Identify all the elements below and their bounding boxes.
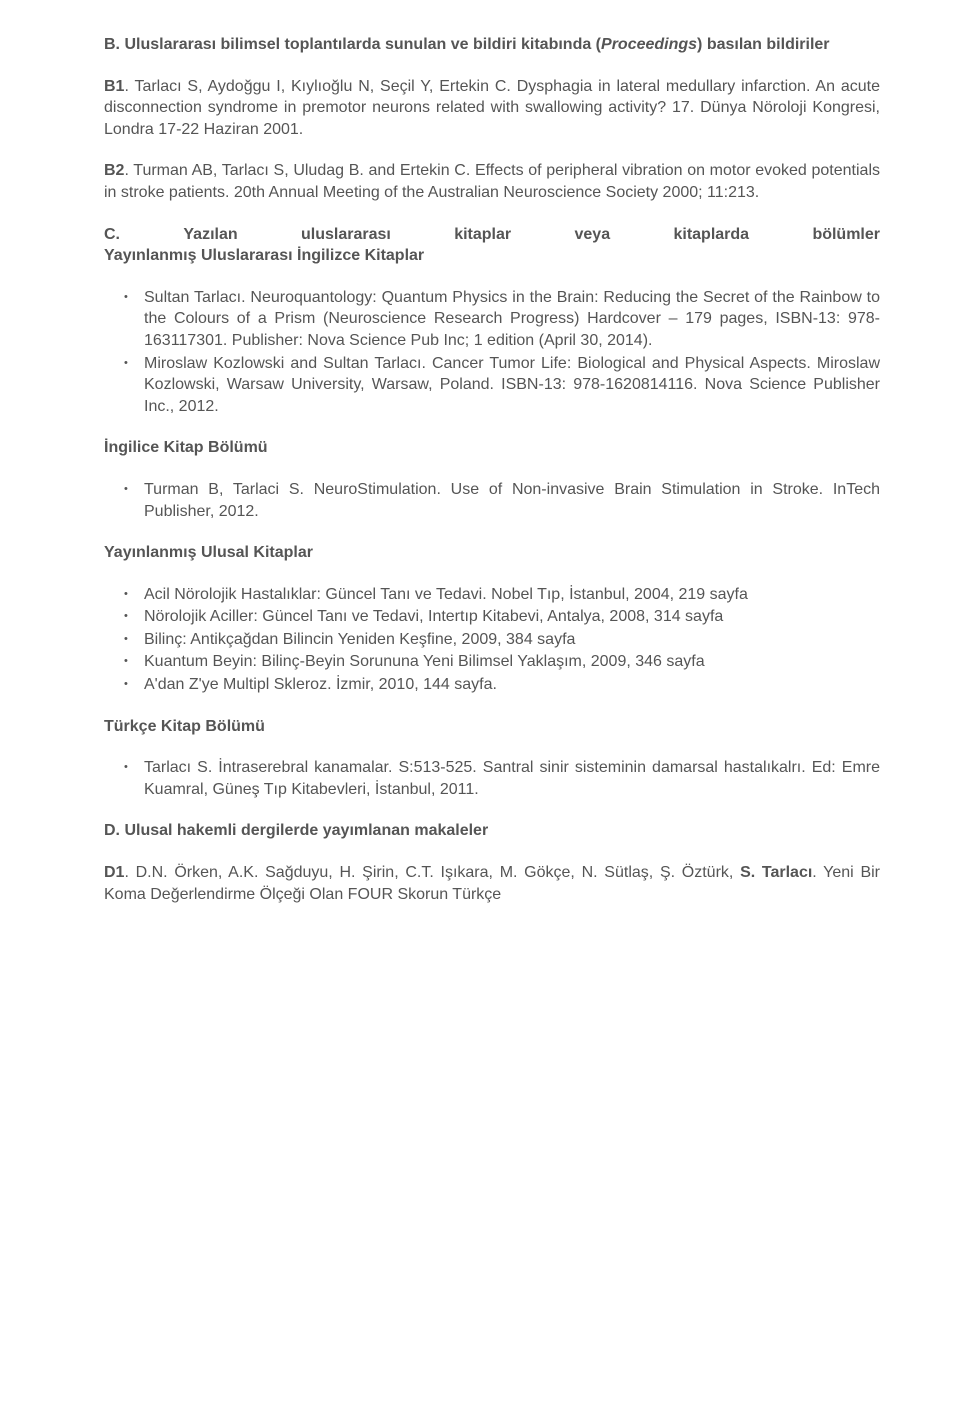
section-c-subhead: Yayınlanmış Uluslararası İngilizce Kitap… <box>104 245 880 267</box>
section-b-title-italic: Proceedings <box>601 36 697 53</box>
list-item: Bilinç: Antikçağdan Bilincin Yeniden Keş… <box>144 629 880 651</box>
section-d-heading: D. Ulusal hakemli dergilerde yayımlanan … <box>104 820 880 842</box>
section-c-word: kitaplarda <box>673 224 749 246</box>
national-books-list: Acil Nörolojik Hastalıklar: Güncel Tanı … <box>104 584 880 696</box>
list-item: Sultan Tarlacı. Neuroquantology: Quantum… <box>144 287 880 352</box>
section-c-word: Yazılan <box>183 224 237 246</box>
entry-d1-bold: S. Tarlacı <box>740 864 812 881</box>
entry-b1: B1. Tarlacı S, Aydoğgu I, Kıylıoğlu N, S… <box>104 76 880 141</box>
list-item: Kuantum Beyin: Bilinç-Beyin Sorununa Yen… <box>144 651 880 673</box>
turkish-chapter-heading: Türkçe Kitap Bölümü <box>104 716 880 738</box>
section-c-word: kitaplar <box>454 224 511 246</box>
national-books-heading: Yayınlanmış Ulusal Kitaplar <box>104 542 880 564</box>
list-item: A'dan Z'ye Multipl Skleroz. İzmir, 2010,… <box>144 674 880 696</box>
section-b-title-prefix: B. Uluslararası bilimsel toplantılarda s… <box>104 36 601 53</box>
entry-b2-label: B2 <box>104 162 124 179</box>
list-item: Turman B, Tarlaci S. NeuroStimulation. U… <box>144 479 880 522</box>
section-c-word: C. <box>104 224 120 246</box>
list-item: Miroslaw Kozlowski and Sultan Tarlacı. C… <box>144 353 880 418</box>
section-b-title-suffix: ) basılan bildiriler <box>697 36 829 53</box>
entry-d1-mid: . D.N. Örken, A.K. Sağduyu, H. Şirin, C.… <box>124 864 740 881</box>
section-c-word: veya <box>575 224 611 246</box>
entry-b2: B2. Turman AB, Tarlacı S, Uludag B. and … <box>104 160 880 203</box>
list-item: Tarlacı S. İntraserebral kanamalar. S:51… <box>144 757 880 800</box>
entry-d1: D1. D.N. Örken, A.K. Sağduyu, H. Şirin, … <box>104 862 880 905</box>
section-b-heading: B. Uluslararası bilimsel toplantılarda s… <box>104 34 880 56</box>
section-c-list: Sultan Tarlacı. Neuroquantology: Quantum… <box>104 287 880 418</box>
section-c-heading-row: C. Yazılan uluslararası kitaplar veya ki… <box>104 224 880 246</box>
entry-b1-label: B1 <box>104 78 124 95</box>
entry-b2-text: . Turman AB, Tarlacı S, Uludag B. and Er… <box>104 162 880 201</box>
turkish-chapter-list: Tarlacı S. İntraserebral kanamalar. S:51… <box>104 757 880 800</box>
section-c-word: bölümler <box>812 224 880 246</box>
list-item: Acil Nörolojik Hastalıklar: Güncel Tanı … <box>144 584 880 606</box>
entry-b1-text: . Tarlacı S, Aydoğgu I, Kıylıoğlu N, Seç… <box>104 78 880 138</box>
english-chapter-heading: İngilice Kitap Bölümü <box>104 437 880 459</box>
list-item: Nörolojik Aciller: Güncel Tanı ve Tedavi… <box>144 606 880 628</box>
section-c-word: uluslararası <box>301 224 391 246</box>
entry-d1-label: D1 <box>104 864 124 881</box>
english-chapter-list: Turman B, Tarlaci S. NeuroStimulation. U… <box>104 479 880 522</box>
